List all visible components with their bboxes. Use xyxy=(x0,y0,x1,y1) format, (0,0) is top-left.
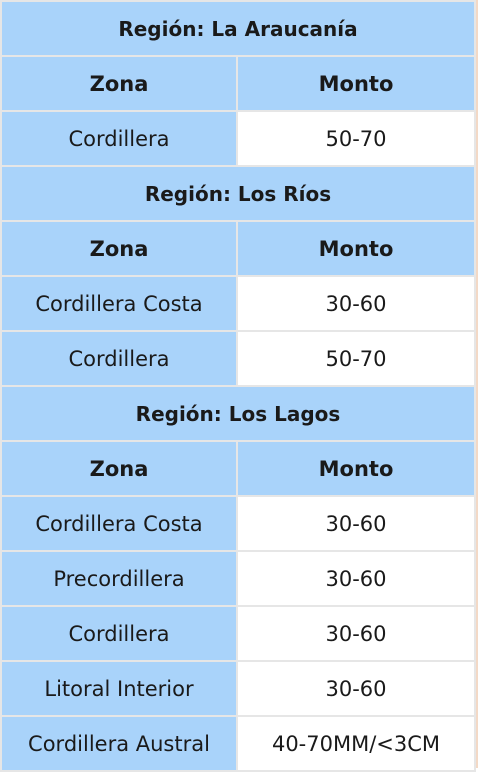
monto-cell: 50-70 xyxy=(236,330,476,387)
data-row: Cordillera 30-60 xyxy=(0,605,476,662)
monto-cell: 30-60 xyxy=(236,605,476,662)
header-row: Zona Monto xyxy=(0,440,476,497)
zona-cell: Cordillera Austral xyxy=(0,715,238,772)
region-title: Región: La Araucanía xyxy=(0,0,476,57)
header-row: Zona Monto xyxy=(0,55,476,112)
region-title: Región: Los Ríos xyxy=(0,165,476,222)
zona-cell: Cordillera xyxy=(0,605,238,662)
column-header: Monto xyxy=(236,55,476,112)
region-title: Región: Los Lagos xyxy=(0,385,476,442)
data-row: Cordillera Austral 40-70MM/<3CM xyxy=(0,715,476,772)
region-row: Región: Los Ríos xyxy=(0,165,476,222)
monto-cell: 40-70MM/<3CM xyxy=(236,715,476,772)
header-row: Zona Monto xyxy=(0,220,476,277)
data-row: Litoral Interior 30-60 xyxy=(0,660,476,717)
monto-cell: 50-70 xyxy=(236,110,476,167)
zona-cell: Cordillera Costa xyxy=(0,275,238,332)
zona-cell: Cordillera xyxy=(0,110,238,167)
data-row: Cordillera 50-70 xyxy=(0,330,476,387)
monto-cell: 30-60 xyxy=(236,550,476,607)
data-row: Cordillera 50-70 xyxy=(0,110,476,167)
monto-cell: 30-60 xyxy=(236,495,476,552)
data-row: Cordillera Costa 30-60 xyxy=(0,495,476,552)
column-header: Zona xyxy=(0,220,238,277)
zona-cell: Litoral Interior xyxy=(0,660,238,717)
region-row: Región: La Araucanía xyxy=(0,0,476,57)
zona-cell: Precordillera xyxy=(0,550,238,607)
monto-cell: 30-60 xyxy=(236,660,476,717)
column-header: Monto xyxy=(236,440,476,497)
zona-cell: Cordillera xyxy=(0,330,238,387)
region-row: Región: Los Lagos xyxy=(0,385,476,442)
data-row: Cordillera Costa 30-60 xyxy=(0,275,476,332)
column-header: Zona xyxy=(0,440,238,497)
column-header: Monto xyxy=(236,220,476,277)
data-row: Precordillera 30-60 xyxy=(0,550,476,607)
monto-cell: 30-60 xyxy=(236,275,476,332)
zona-cell: Cordillera Costa xyxy=(0,495,238,552)
column-header: Zona xyxy=(0,55,238,112)
